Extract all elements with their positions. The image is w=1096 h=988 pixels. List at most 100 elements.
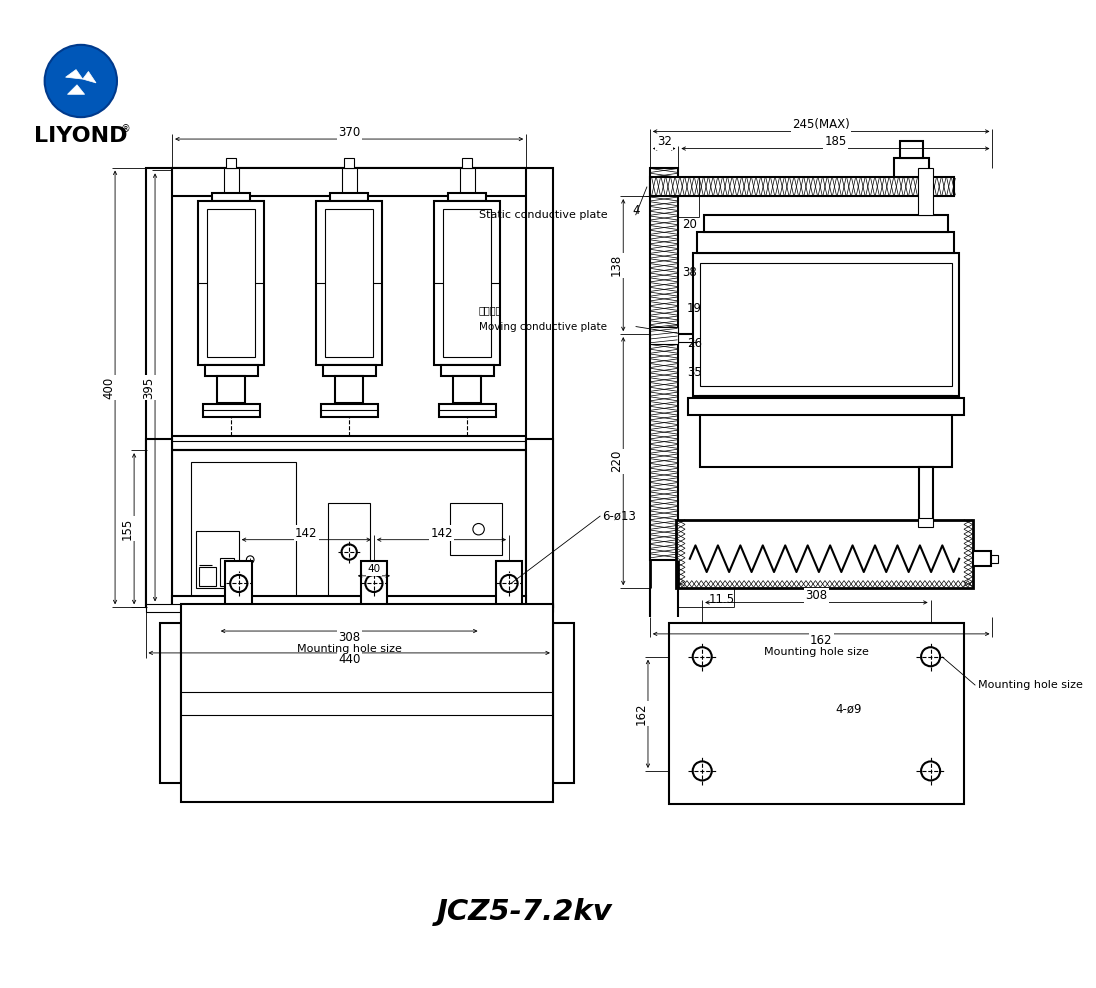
Text: Mounting hole size: Mounting hole size: [297, 644, 401, 654]
Bar: [226, 560, 252, 609]
Bar: [441, 365, 494, 376]
Text: 19: 19: [687, 302, 703, 315]
Bar: [146, 168, 552, 608]
Circle shape: [45, 44, 117, 118]
Bar: [650, 168, 678, 559]
Bar: [920, 467, 933, 520]
Text: JCZ5-7.2kv: JCZ5-7.2kv: [436, 898, 613, 926]
Bar: [203, 403, 260, 417]
Bar: [444, 208, 491, 357]
Bar: [191, 461, 296, 596]
Bar: [316, 201, 383, 365]
Bar: [226, 609, 252, 792]
Text: 395: 395: [141, 376, 155, 398]
Bar: [900, 141, 923, 158]
Bar: [172, 168, 526, 608]
Text: 4-ø9: 4-ø9: [835, 702, 861, 715]
Bar: [342, 168, 357, 197]
Text: 138: 138: [610, 254, 623, 277]
Bar: [146, 439, 172, 608]
Text: 32: 32: [657, 135, 672, 148]
Text: 400: 400: [102, 376, 115, 398]
Bar: [450, 503, 502, 555]
Text: LIYOND: LIYOND: [34, 126, 127, 146]
Bar: [495, 560, 523, 609]
Bar: [495, 609, 523, 792]
Text: Mounting hole size: Mounting hole size: [979, 681, 1083, 691]
Text: 162: 162: [635, 702, 648, 725]
Bar: [453, 376, 481, 403]
Bar: [552, 623, 573, 783]
Text: 20: 20: [683, 218, 697, 231]
Bar: [335, 376, 364, 403]
Bar: [344, 158, 354, 168]
Bar: [991, 555, 998, 562]
Bar: [526, 439, 552, 608]
Text: 4: 4: [632, 204, 640, 217]
Bar: [326, 208, 373, 357]
Bar: [438, 403, 495, 417]
Text: 185: 185: [824, 135, 846, 148]
Bar: [434, 201, 501, 365]
Bar: [198, 567, 216, 586]
Text: 40: 40: [367, 564, 380, 574]
Bar: [198, 201, 264, 365]
Bar: [328, 503, 370, 598]
Bar: [700, 263, 951, 386]
Text: 142: 142: [431, 527, 453, 539]
Bar: [675, 520, 973, 588]
Text: 动导电板: 动导电板: [479, 305, 502, 315]
Text: Moving conductive plate: Moving conductive plate: [479, 321, 606, 332]
Bar: [361, 560, 387, 609]
Text: 162: 162: [810, 634, 833, 647]
Bar: [459, 168, 475, 197]
Text: 142: 142: [295, 527, 318, 539]
Text: 155: 155: [121, 518, 134, 539]
Text: 308: 308: [338, 631, 361, 644]
Bar: [463, 158, 472, 168]
Bar: [321, 403, 378, 417]
Bar: [207, 208, 255, 357]
Bar: [213, 194, 250, 201]
Text: 6-ø13: 6-ø13: [603, 510, 636, 523]
Bar: [322, 365, 376, 376]
Text: 220: 220: [610, 450, 623, 472]
Bar: [160, 623, 181, 783]
Bar: [224, 168, 239, 197]
Bar: [669, 623, 963, 804]
Text: 440: 440: [338, 653, 361, 666]
Bar: [172, 596, 526, 608]
Bar: [918, 168, 934, 215]
Bar: [918, 518, 934, 528]
Bar: [700, 396, 951, 467]
Text: 38: 38: [683, 266, 697, 279]
Polygon shape: [66, 69, 82, 79]
Bar: [448, 194, 487, 201]
Bar: [688, 398, 963, 415]
Bar: [205, 365, 258, 376]
Bar: [330, 194, 368, 201]
Polygon shape: [82, 71, 96, 83]
Text: 11.5: 11.5: [708, 593, 734, 606]
Bar: [227, 158, 236, 168]
Bar: [507, 605, 552, 612]
Bar: [196, 532, 239, 588]
Bar: [693, 253, 959, 396]
Bar: [146, 605, 191, 612]
Bar: [219, 558, 235, 586]
Text: 370: 370: [338, 125, 361, 139]
Bar: [894, 158, 928, 177]
Bar: [217, 376, 246, 403]
Polygon shape: [68, 85, 84, 94]
Text: Static conductive plate: Static conductive plate: [479, 210, 607, 220]
Text: 308: 308: [806, 589, 827, 603]
Bar: [973, 551, 991, 566]
Bar: [181, 605, 552, 802]
Bar: [697, 232, 955, 253]
Text: 35: 35: [687, 366, 701, 378]
Bar: [650, 177, 955, 197]
Bar: [650, 326, 678, 344]
Text: 26: 26: [687, 337, 703, 350]
Bar: [361, 609, 387, 792]
Text: Mounting hole size: Mounting hole size: [764, 647, 869, 657]
